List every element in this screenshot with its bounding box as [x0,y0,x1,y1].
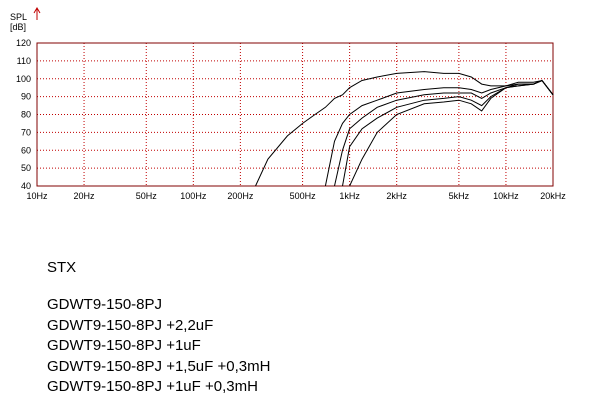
y-tick-label: 40 [21,181,31,191]
x-tick-label: 20Hz [74,191,96,201]
legend-entry: GDWT9-150-8PJ +1,5uF +0,3mH [47,357,271,375]
legend-entry: GDWT9-150-8PJ +2,2uF [47,316,214,334]
y-axis-unit: [dB] [10,22,26,32]
y-tick-label: 120 [16,38,31,48]
y-tick-label: 50 [21,163,31,173]
legend-entry: GDWT9-150-8PJ [47,296,163,313]
legend-entry: STX [47,259,77,276]
chart: SPL [dB] 40 50 60 70 80 90 100 110 120 10Hz 20Hz 50… [10,7,566,201]
x-tick-label: 200Hz [227,191,254,201]
x-tick-label: 10kHz [493,191,519,201]
y-tick-label: 110 [17,56,31,66]
series-line [342,79,554,187]
x-tick-label: 100Hz [180,191,207,201]
y-tick-label: 90 [21,92,31,102]
x-tick-label: 50Hz [136,191,158,201]
x-tick-label: 1kHz [339,191,360,201]
plot-frame [36,42,554,187]
y-axis-label: SPL [10,12,27,22]
x-tick-label: 5kHz [449,191,470,201]
series-line [334,79,554,187]
x-tick-label: 20kHz [540,191,566,201]
legend-entry: GDWT9-150-8PJ +1uF [47,337,201,354]
x-tick-label: 2kHz [386,191,407,201]
x-tick-label: 10Hz [26,191,48,201]
x-tick-label: 500Hz [290,191,317,201]
y-tick-label: 80 [21,110,31,120]
legend-entry: GDWT9-150-8PJ +1uF +0,3mH [47,378,258,395]
y-tick-label: 100 [16,74,31,84]
y-tick-label: 70 [21,127,31,137]
series-line [255,71,554,187]
axis-arrow [33,7,41,20]
y-tick-label: 60 [21,145,31,155]
series-line [349,79,554,187]
